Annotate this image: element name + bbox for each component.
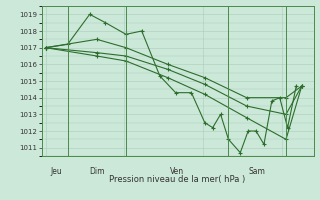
Text: Jeu: Jeu xyxy=(51,167,62,176)
Text: Dim: Dim xyxy=(89,167,105,176)
X-axis label: Pression niveau de la mer( hPa ): Pression niveau de la mer( hPa ) xyxy=(109,175,246,184)
Text: Sam: Sam xyxy=(248,167,265,176)
Text: Ven: Ven xyxy=(170,167,184,176)
